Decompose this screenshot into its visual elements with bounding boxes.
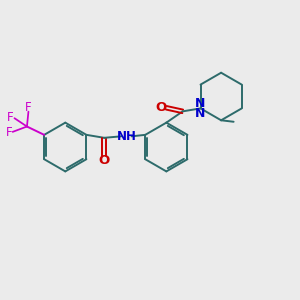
Text: F: F: [7, 111, 14, 124]
Text: NH: NH: [117, 130, 136, 143]
Text: N: N: [195, 97, 206, 110]
Text: F: F: [5, 126, 12, 139]
Text: O: O: [99, 154, 110, 167]
Text: N: N: [195, 107, 205, 120]
Text: O: O: [155, 101, 167, 114]
Text: F: F: [25, 101, 32, 114]
